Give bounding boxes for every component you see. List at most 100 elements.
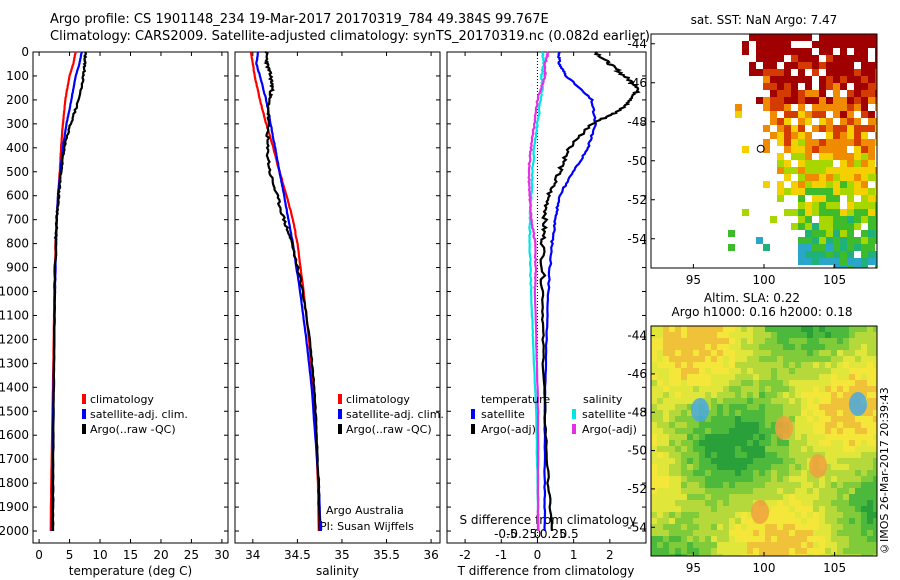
sla-cell xyxy=(681,554,687,556)
sst-cell xyxy=(826,125,833,132)
sla-cell xyxy=(681,512,687,518)
sla-cell xyxy=(807,410,813,416)
sst-cell xyxy=(868,83,875,90)
sla-cell xyxy=(687,392,693,398)
sst-cell xyxy=(854,146,861,153)
sst-cell xyxy=(805,237,812,244)
sst-cell xyxy=(784,209,791,216)
sst-cell xyxy=(805,153,812,160)
sst-cell xyxy=(861,97,868,104)
depth-tick-label: 200 xyxy=(6,93,29,107)
sla-cell xyxy=(693,482,699,488)
sla-cell xyxy=(687,386,693,392)
sst-cell xyxy=(819,139,826,146)
sla-cell xyxy=(801,428,807,434)
sla-cell xyxy=(741,368,747,374)
sla-cell xyxy=(831,476,837,482)
sst-cell xyxy=(819,125,826,132)
sla-cell xyxy=(705,338,711,344)
sst-cell xyxy=(819,181,826,188)
sla-cell xyxy=(867,428,873,434)
sla-cell xyxy=(753,356,759,362)
differences-series-blue xyxy=(543,51,598,532)
sst-cell xyxy=(847,174,854,181)
sla-cell xyxy=(681,404,687,410)
sla-cell xyxy=(747,380,753,386)
depth-tick-label: 700 xyxy=(6,213,29,227)
sla-cell xyxy=(765,326,771,332)
sst-cell xyxy=(798,244,805,251)
sla-cell xyxy=(855,440,861,446)
sla-cell xyxy=(861,446,867,452)
sla-cell xyxy=(819,338,825,344)
sla-cell xyxy=(861,368,867,374)
sst-cell xyxy=(791,146,798,153)
sla-cell xyxy=(759,554,765,556)
sla-cell xyxy=(705,524,711,530)
sla-cell xyxy=(801,398,807,404)
sla-cell xyxy=(741,470,747,476)
sla-cell xyxy=(813,494,819,500)
sla_map-y-tick-label: -52 xyxy=(627,482,647,496)
sst-cell xyxy=(819,62,826,69)
sst-cell xyxy=(742,48,749,55)
sst-cell xyxy=(798,209,805,216)
sla-cell xyxy=(843,410,849,416)
sla-cell xyxy=(663,458,669,464)
sla-cell xyxy=(759,542,765,548)
sla-cell xyxy=(867,332,873,338)
sla-cell xyxy=(819,434,825,440)
sla-cell xyxy=(735,398,741,404)
sla-cell xyxy=(801,416,807,422)
sla-cell xyxy=(747,482,753,488)
sla-cell xyxy=(669,524,675,530)
sst-cell xyxy=(861,216,868,223)
sst_map-y-tick-label: -44 xyxy=(627,37,647,51)
sla-cell xyxy=(843,380,849,386)
sst-cell xyxy=(777,195,784,202)
sla-cell xyxy=(825,398,831,404)
sla-cell xyxy=(795,368,801,374)
sla-cell xyxy=(777,494,783,500)
sla-cell xyxy=(699,488,705,494)
sla-cell xyxy=(837,554,843,556)
sla-cell xyxy=(843,422,849,428)
sla-cell xyxy=(753,476,759,482)
sla-cell xyxy=(729,536,735,542)
sla-cell xyxy=(795,392,801,398)
sla-cell xyxy=(831,458,837,464)
sla-cell xyxy=(675,458,681,464)
sla-cell xyxy=(681,458,687,464)
salinity-legend-label: climatology xyxy=(346,393,410,406)
sla-cell xyxy=(717,434,723,440)
sla-cell xyxy=(723,410,729,416)
sla-cell xyxy=(681,434,687,440)
sla-cell xyxy=(753,470,759,476)
sla-cell xyxy=(789,446,795,452)
sla-cell xyxy=(825,392,831,398)
sst-cell xyxy=(875,139,877,146)
sst-cell xyxy=(819,153,826,160)
sla-cell xyxy=(741,482,747,488)
sla-cell xyxy=(747,512,753,518)
depth-tick-label: 600 xyxy=(6,189,29,203)
sst-cell xyxy=(784,146,791,153)
sla-cell xyxy=(837,482,843,488)
sla-cell xyxy=(861,512,867,518)
sla-cell xyxy=(837,380,843,386)
sst-cell xyxy=(777,83,784,90)
sla-cell xyxy=(783,476,789,482)
sst-cell xyxy=(840,216,847,223)
sla-cell xyxy=(669,428,675,434)
sst-cell xyxy=(798,48,805,55)
sla-cell xyxy=(771,446,777,452)
sst-cell xyxy=(868,258,875,265)
sla-cell xyxy=(813,542,819,548)
sla-cell xyxy=(873,410,877,416)
sst-cell xyxy=(840,41,847,48)
sst-cell xyxy=(833,251,840,258)
sla-cell xyxy=(771,344,777,350)
sla-cell xyxy=(843,398,849,404)
sla-cell xyxy=(837,500,843,506)
sla-cell xyxy=(675,542,681,548)
